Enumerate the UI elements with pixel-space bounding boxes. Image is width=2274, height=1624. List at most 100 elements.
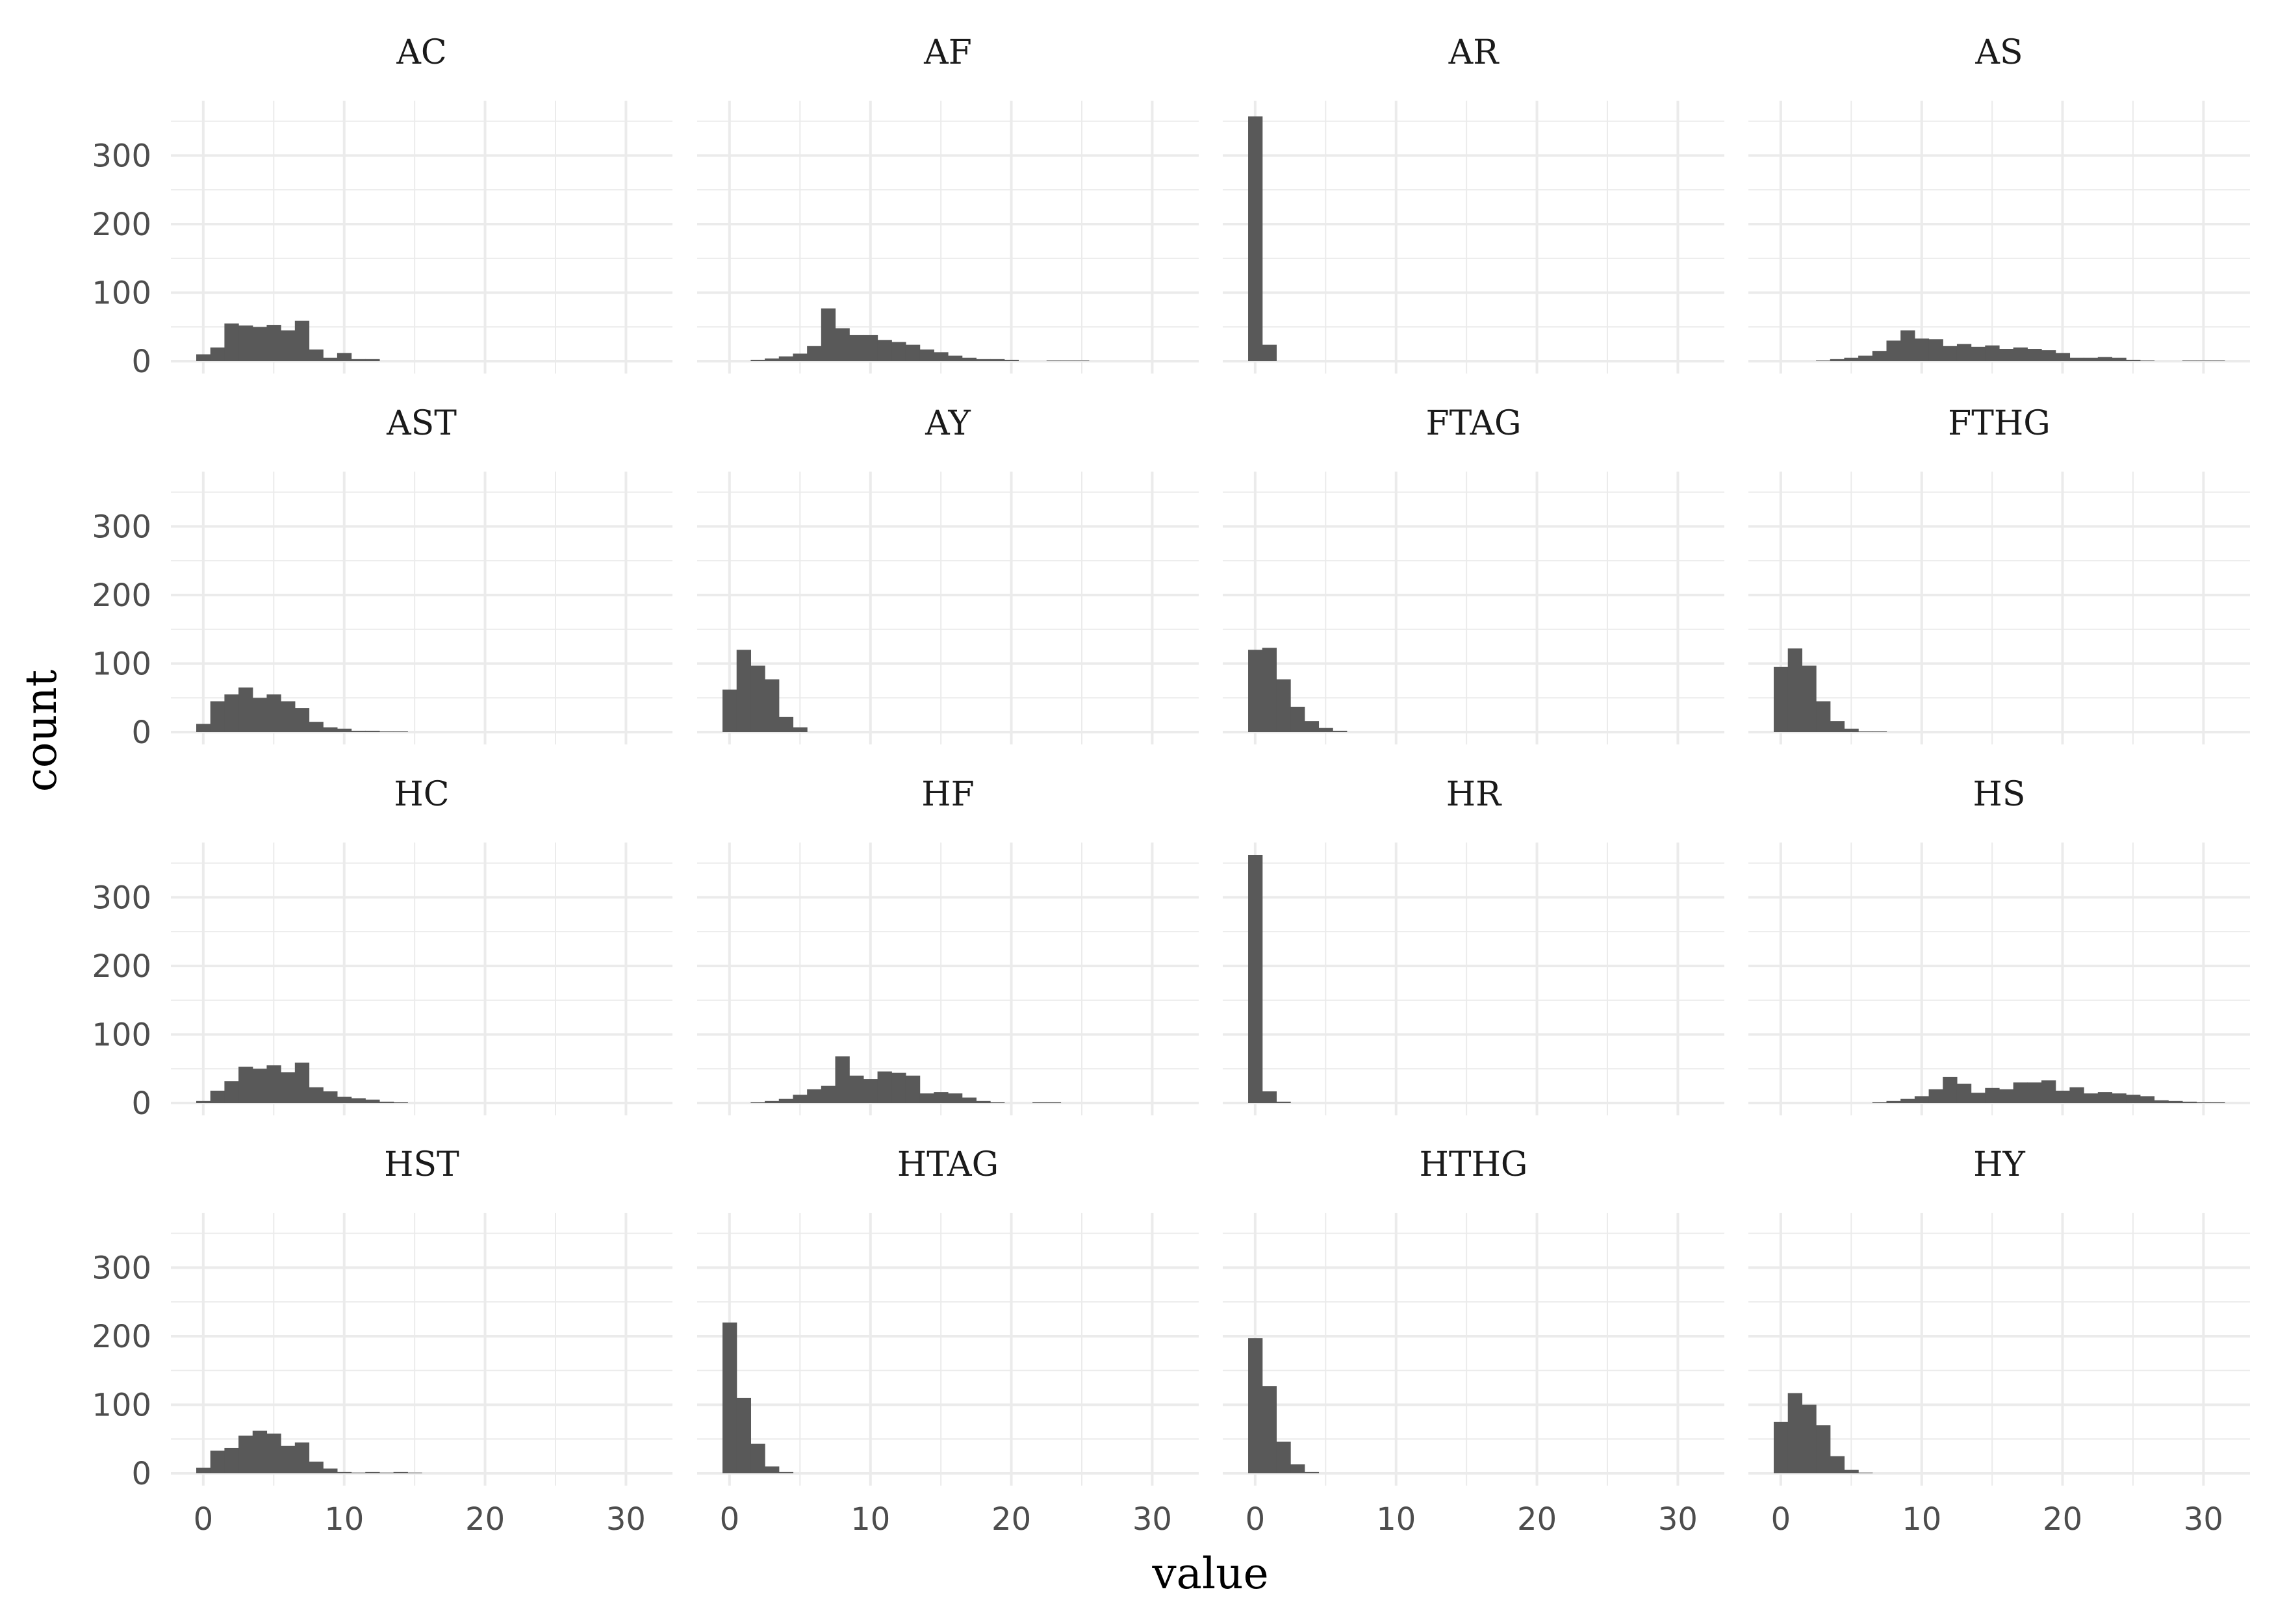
histogram-bar [266, 1433, 281, 1474]
x-tick-label: 10 [850, 1501, 890, 1538]
facet-panel-ar: AR [1223, 33, 1724, 374]
histogram-bar [393, 1102, 408, 1104]
histogram-bar [1872, 731, 1887, 733]
histogram-bar [1943, 1076, 1958, 1104]
y-tick-label: 300 [92, 138, 151, 174]
histogram-bar [750, 359, 765, 362]
histogram-bar [365, 730, 380, 733]
histogram-bar [1830, 359, 1845, 362]
histogram-bar [1248, 116, 1263, 362]
x-tick-label: 30 [1658, 1501, 1698, 1538]
histogram-bar [351, 359, 366, 362]
histogram-bar [2084, 1093, 2099, 1104]
histogram-bar [2126, 1095, 2141, 1104]
facet-strip-label: AS [1974, 33, 2023, 72]
histogram-bar [1248, 854, 1263, 1104]
histogram-bar [266, 1065, 281, 1104]
facet-panel-hy: HY 0 10 20 30 [1748, 1145, 2250, 1538]
histogram-bar [210, 1091, 225, 1104]
histogram-bar [393, 1471, 408, 1474]
histogram-bar [2055, 353, 2071, 362]
x-tick-label: 20 [2043, 1501, 2082, 1538]
y-tick-label: 0 [131, 1456, 151, 1492]
y-tick-label: 300 [92, 509, 151, 545]
histogram-bar [1802, 665, 1817, 733]
histogram-bar [1262, 1386, 1277, 1474]
facet-strip-label: AST [386, 404, 457, 443]
histogram-bar [877, 340, 892, 362]
y-tick-label: 0 [131, 1085, 151, 1122]
facet-panel-hst: HST 0 100 200 300 0 10 20 30 [92, 1145, 672, 1538]
histogram-bar [252, 698, 268, 733]
x-tick-label: 0 [1771, 1501, 1791, 1538]
histogram-bar [1900, 330, 1915, 362]
histogram-bar [2182, 1101, 2197, 1104]
histogram-bar [1943, 346, 1958, 362]
histogram-bar [778, 717, 794, 733]
histogram-bar [309, 1462, 324, 1474]
histogram-bar [281, 701, 296, 733]
facet-strip-label: FTAG [1425, 404, 1521, 443]
histogram-bar [379, 731, 394, 733]
facet-panel-hs: HS [1748, 775, 2250, 1115]
histogram-bar [1248, 1338, 1263, 1474]
histogram-bar [948, 1093, 963, 1104]
facet-panel-ac: AC 0 100 200 300 [92, 33, 672, 380]
y-tick-label: 100 [92, 1387, 151, 1423]
facet-panel-as: AS [1748, 33, 2250, 374]
histogram-bar [393, 731, 408, 733]
histogram-bar [919, 1093, 934, 1104]
histogram-bar [1248, 650, 1263, 733]
histogram-bar [821, 308, 836, 362]
histogram-bar [294, 1442, 310, 1474]
histogram-bar [1046, 1102, 1062, 1104]
x-tick-label: 20 [465, 1501, 505, 1538]
y-tick-label: 100 [92, 646, 151, 682]
histogram-bar [2140, 1096, 2155, 1104]
histogram-bar [294, 708, 310, 733]
histogram-bar [1333, 730, 1348, 733]
histogram-bar [1816, 701, 1831, 733]
facet-panel-htag: HTAG 0 10 20 30 [697, 1145, 1199, 1538]
histogram-bar [196, 1100, 211, 1104]
histogram-bar [2168, 1100, 2183, 1104]
y-tick-label: 200 [92, 207, 151, 243]
histogram-bar [990, 359, 1005, 362]
histogram-bar [1956, 1084, 1972, 1104]
histogram-bar [807, 1089, 822, 1104]
histogram-bar [1886, 340, 1901, 362]
histogram-bar [337, 728, 352, 733]
histogram-bar [1802, 1404, 1817, 1474]
histogram-bar [2041, 1080, 2056, 1104]
y-tick-label: 100 [92, 1017, 151, 1053]
histogram-bar [1914, 1096, 1930, 1104]
histogram-bar [1830, 1456, 1845, 1474]
histogram-bar [323, 727, 338, 733]
histogram-bar [2112, 357, 2127, 362]
histogram-bar [1290, 1464, 1305, 1474]
histogram-bar [736, 650, 752, 733]
histogram-bar [1304, 721, 1320, 733]
histogram-bar [1886, 1100, 1901, 1104]
y-axis-title: count [16, 670, 66, 792]
facet-panel-hc: HC 0 100 200 300 [92, 775, 672, 1122]
histogram-bar [1276, 1441, 1291, 1474]
histogram-bar [1276, 679, 1291, 733]
facet-strip-label: HF [921, 775, 974, 814]
histogram-bar [1262, 1091, 1277, 1104]
histogram-bar [863, 1079, 878, 1104]
y-tick-label: 300 [92, 880, 151, 916]
histogram-bar [309, 1087, 324, 1104]
facet-strip-label: HR [1446, 775, 1502, 814]
facet-panel-ast: AST 0 100 200 300 [92, 404, 672, 751]
histogram-bar [1844, 357, 1859, 362]
histogram-bar [722, 689, 737, 733]
histogram-bar [976, 359, 991, 362]
histogram-bar [1928, 339, 1943, 362]
histogram-bar [807, 346, 822, 362]
histogram-bar [337, 1471, 352, 1474]
facet-strip-label: AC [396, 33, 446, 72]
histogram-bar [2013, 347, 2028, 362]
histogram-bar [765, 1466, 780, 1474]
histogram-bar [1985, 1087, 2000, 1104]
